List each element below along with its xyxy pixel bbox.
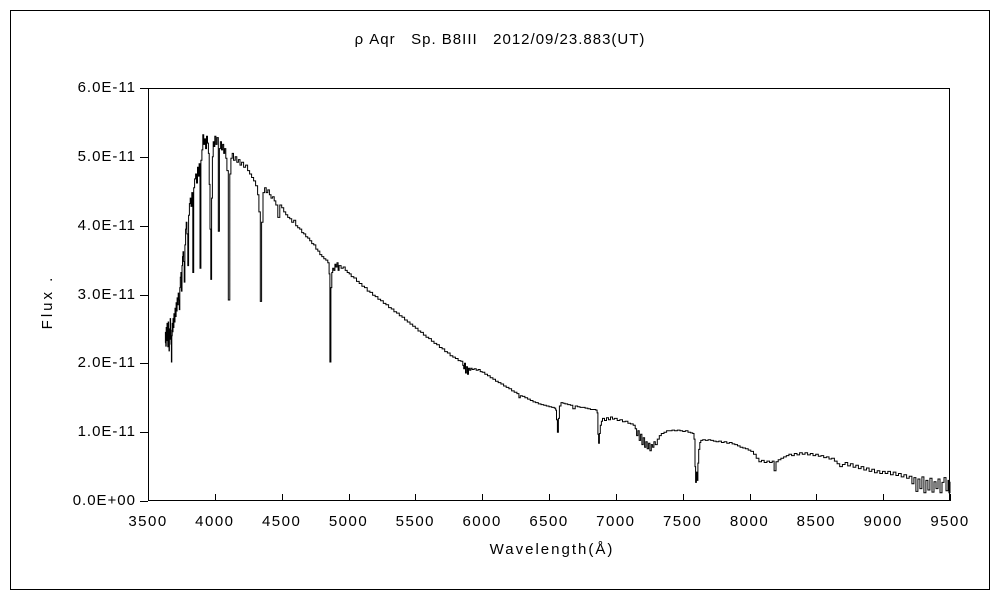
axis-ticks [140, 88, 951, 502]
plot-frame [148, 88, 950, 501]
outer-frame [10, 10, 990, 590]
spectrum-line [164, 134, 951, 494]
chart-title: ρ Aqr Sp. B8III 2012/09/23.883(UT) [354, 31, 646, 48]
spectrum-svg [140, 88, 951, 502]
